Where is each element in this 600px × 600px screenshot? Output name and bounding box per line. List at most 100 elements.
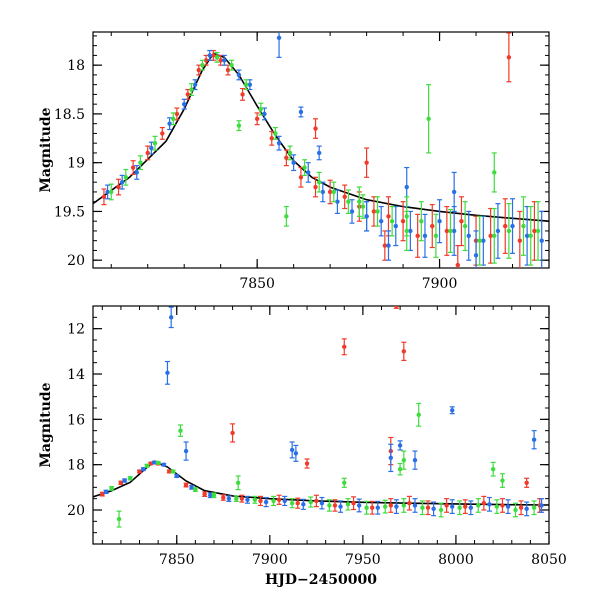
data-point — [167, 121, 172, 126]
plot-area — [93, 32, 549, 268]
plot-frame — [92, 305, 550, 545]
data-point — [438, 507, 444, 513]
data-point — [128, 476, 133, 481]
data-point — [349, 209, 355, 214]
data-point — [149, 145, 154, 151]
data-point — [425, 505, 431, 510]
x-tick-label: 7900 — [422, 276, 458, 292]
data-point — [444, 228, 450, 234]
data-point — [226, 496, 232, 501]
data-point — [506, 55, 512, 60]
x-tick-label: 8000 — [438, 552, 474, 568]
data-point — [510, 223, 515, 229]
data-point — [455, 262, 460, 268]
data-point — [170, 469, 176, 474]
data-point — [293, 451, 299, 456]
data-point — [375, 505, 380, 510]
data-point — [155, 460, 161, 466]
y-tick-label: 20 — [67, 253, 85, 269]
data-point — [433, 233, 439, 239]
data-point — [116, 184, 121, 190]
data-point — [284, 214, 289, 219]
y-tick-label: 18.5 — [54, 107, 85, 123]
data-point — [183, 482, 189, 488]
data-point — [335, 199, 340, 204]
data-point — [487, 502, 492, 507]
data-point — [306, 170, 311, 175]
data-point — [221, 495, 226, 500]
data-point — [161, 462, 166, 467]
data-point — [202, 491, 207, 497]
data-point — [500, 503, 505, 508]
data-point — [450, 408, 455, 413]
series-0 — [99, 306, 543, 516]
data-point — [192, 82, 198, 87]
data-point — [218, 58, 223, 63]
data-point — [229, 62, 234, 68]
model-curve — [93, 461, 549, 506]
data-point — [141, 467, 146, 472]
data-point — [316, 150, 322, 156]
y-tick-label: 19.5 — [54, 204, 85, 220]
data-point — [165, 370, 170, 376]
data-point — [234, 496, 239, 501]
data-point — [152, 460, 157, 465]
data-point — [521, 223, 526, 229]
data-point — [245, 497, 250, 502]
data-point — [437, 218, 442, 224]
data-point — [397, 443, 403, 448]
data-point — [185, 92, 191, 97]
data-point — [539, 503, 544, 508]
data-point — [503, 223, 508, 229]
data-point — [196, 67, 201, 73]
data-point — [289, 501, 295, 506]
data-point — [345, 502, 351, 507]
data-point — [109, 189, 114, 195]
data-point — [247, 82, 253, 87]
data-point — [320, 189, 326, 195]
x-axis-label: HJD−2450000 — [265, 572, 377, 588]
data-point — [145, 150, 150, 156]
data-point — [476, 503, 481, 508]
data-point — [314, 498, 319, 504]
data-point — [394, 306, 399, 309]
data-point — [404, 228, 409, 234]
series-2 — [109, 402, 537, 528]
data-point — [101, 194, 107, 200]
data-point — [506, 228, 512, 234]
data-point — [500, 478, 505, 483]
data-point — [401, 457, 407, 463]
data-point — [371, 209, 377, 214]
data-point — [207, 53, 212, 58]
data-point — [448, 228, 453, 234]
data-point — [254, 116, 260, 121]
data-point — [167, 469, 172, 474]
data-point — [178, 428, 183, 433]
data-point — [236, 72, 242, 78]
data-point — [531, 437, 537, 442]
data-point — [393, 223, 398, 229]
data-point — [276, 140, 282, 146]
data-point — [419, 218, 424, 224]
data-point — [451, 228, 457, 234]
data-point — [463, 504, 468, 509]
data-point — [539, 238, 544, 243]
data-point — [235, 480, 241, 485]
data-point — [327, 189, 333, 195]
plot-area — [93, 306, 549, 528]
data-point — [122, 478, 127, 483]
data-point — [316, 179, 322, 185]
data-point — [244, 82, 249, 87]
data-point — [450, 504, 455, 509]
data-point — [518, 505, 524, 510]
data-point — [116, 516, 122, 522]
data-point — [412, 503, 418, 508]
data-point — [302, 165, 307, 170]
data-point — [289, 447, 295, 453]
data-point — [189, 87, 194, 92]
data-point — [524, 480, 529, 485]
data-point — [308, 499, 313, 505]
data-point — [331, 189, 336, 195]
series-1 — [103, 306, 545, 517]
